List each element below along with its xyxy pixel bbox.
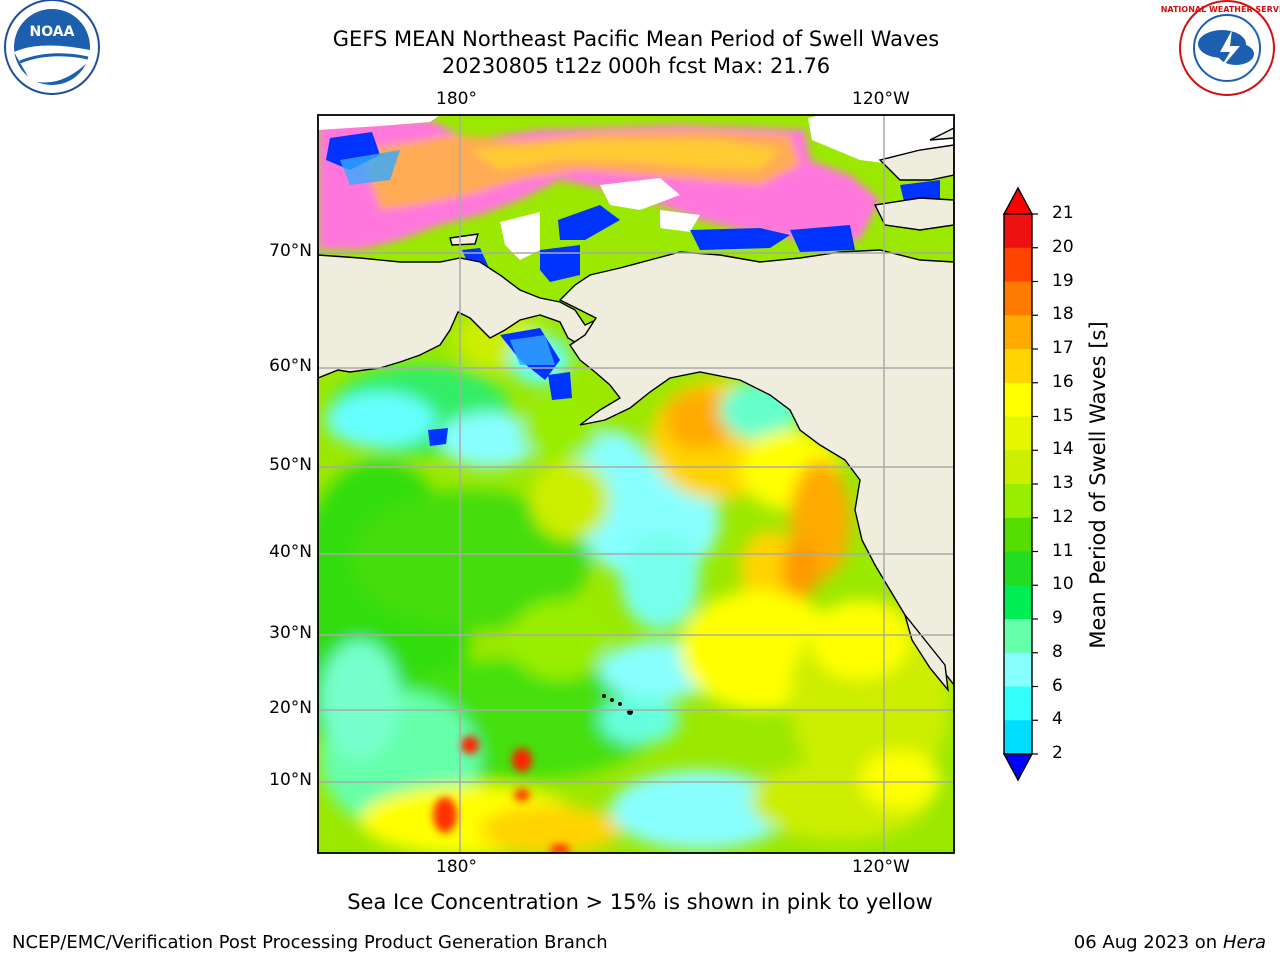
colorbar-tick-label: 18 [1052, 304, 1074, 325]
colorbar-tick-label: 16 [1052, 371, 1074, 392]
swell-period-field [318, 115, 954, 853]
lat-label-60n: 60°N [269, 356, 312, 376]
colorbar-tick-label: 4 [1052, 709, 1063, 730]
lat-label-20n: 20°N [269, 698, 312, 718]
lat-label-30n: 30°N [269, 623, 312, 643]
colorbar-band [1004, 416, 1032, 451]
colorbar-band [1004, 281, 1032, 316]
colorbar-tick-label: 2 [1052, 743, 1063, 763]
colorbar-tick-label: 8 [1052, 641, 1063, 662]
colorbar-tick-label: 10 [1052, 574, 1074, 595]
noaa-logo: NOAA [4, 0, 100, 95]
colorbar-tick-label: 21 [1052, 203, 1074, 223]
map-gridlines [318, 115, 954, 853]
colorbar-band [1004, 214, 1032, 249]
noaa-logo-text: NOAA [30, 24, 75, 40]
map-subtitle: 20230805 t12z 000h fcst Max: 21.76 [441, 54, 831, 78]
colorbar-tick-label: 20 [1052, 236, 1074, 257]
colorbar-band [1004, 551, 1032, 586]
lon-label-bottom-120w: 120°W [852, 857, 910, 877]
colorbar-band [1004, 652, 1032, 687]
colorbar-tick-label: 14 [1052, 439, 1074, 460]
colorbar-band [1004, 585, 1032, 620]
map-title: GEFS MEAN Northeast Pacific Mean Period … [332, 27, 940, 51]
footer-date-text: 06 Aug 2023 on [1073, 932, 1218, 953]
nws-logo: NATIONAL WEATHER SERVICE [1161, 0, 1280, 96]
colorbar-tick-label: 13 [1052, 473, 1074, 493]
colorbar-tick-label: 15 [1052, 405, 1074, 426]
nws-logo-text: NATIONAL WEATHER SERVICE [1161, 5, 1280, 14]
colorbar-band [1004, 686, 1032, 721]
lon-label-top-180: 180° [436, 89, 477, 109]
colorbar-tick-label: 6 [1052, 675, 1063, 696]
footer-host: Hera [1222, 932, 1266, 953]
colorbar [1002, 186, 1038, 782]
colorbar-band [1004, 349, 1032, 384]
colorbar-band [1004, 382, 1032, 417]
colorbar-band [1004, 720, 1032, 755]
colorbar-tick-label: 12 [1052, 506, 1074, 527]
colorbar-min-arrow [1002, 753, 1034, 782]
colorbar-max-arrow [1002, 186, 1034, 215]
colorbar-band [1004, 315, 1032, 350]
colorbar-band [1004, 484, 1032, 519]
colorbar-tick-label: 11 [1052, 540, 1074, 561]
lat-label-40n: 40°N [269, 542, 312, 562]
lat-label-50n: 50°N [269, 455, 312, 475]
colorbar-band [1004, 450, 1032, 485]
colorbar-band [1004, 619, 1032, 654]
lat-label-10n: 10°N [269, 770, 312, 790]
colorbar-band [1004, 517, 1032, 552]
colorbar-title: Mean Period of Swell Waves [s] [1086, 321, 1110, 649]
footer-credit: NCEP/EMC/Verification Post Processing Pr… [12, 932, 608, 953]
sea-ice-note: Sea Ice Concentration > 15% is shown in … [347, 890, 933, 914]
lon-label-bottom-180: 180° [436, 857, 477, 877]
colorbar-band [1004, 247, 1032, 282]
colorbar-tick-label: 19 [1052, 270, 1074, 291]
colorbar-tick-label: 17 [1052, 338, 1074, 358]
lon-label-top-120w: 120°W [852, 89, 910, 109]
colorbar-frame [1003, 213, 1033, 755]
lat-label-70n: 70°N [269, 241, 312, 261]
colorbar-tick-label: 9 [1052, 608, 1063, 628]
map-frame [317, 114, 955, 854]
footer-date: 06 Aug 2023 on Hera [1074, 932, 1266, 953]
